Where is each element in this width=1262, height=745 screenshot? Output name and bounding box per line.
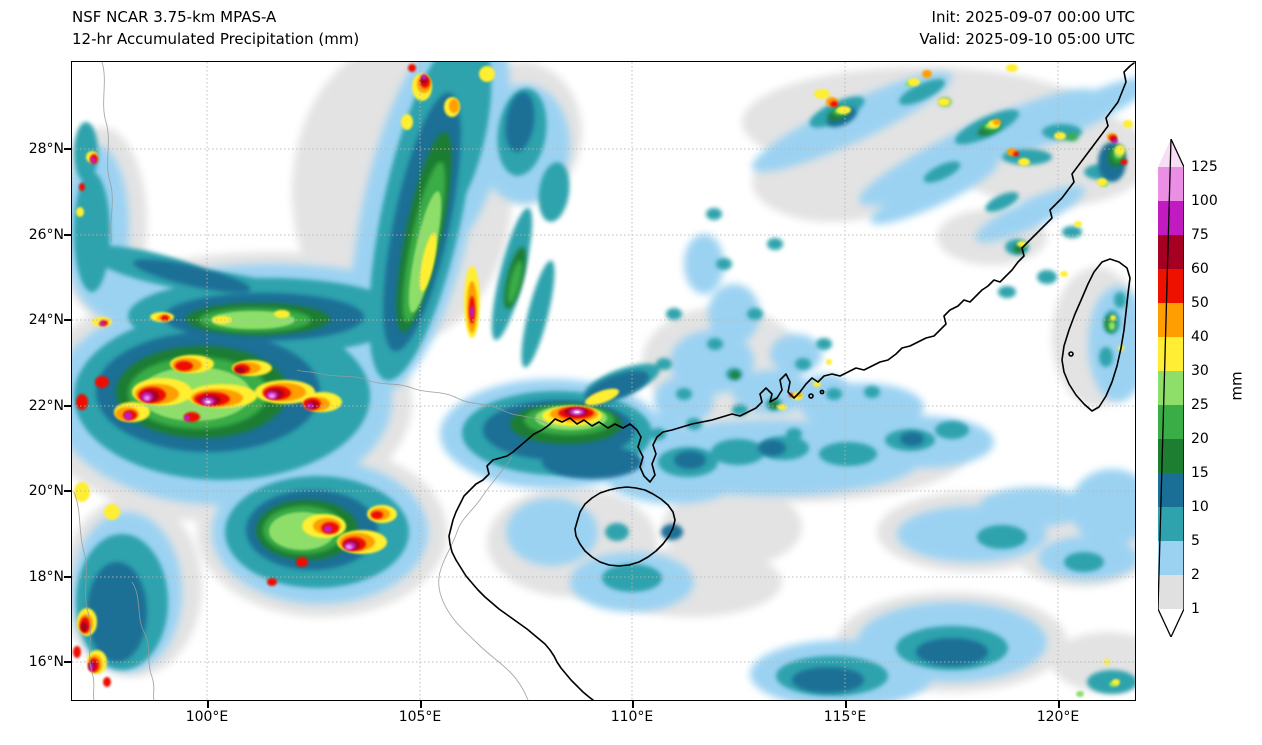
colorbar: 125 100 75 60 50 40 30 25 20 15 10 5 2 1	[1157, 138, 1238, 639]
admin-borders	[73, 62, 550, 700]
colorbar-label: 15	[1191, 465, 1209, 481]
colorbar-label: 1	[1191, 601, 1200, 617]
colorbar-label: 125	[1191, 159, 1218, 175]
colorbar-label: 20	[1191, 431, 1209, 447]
island	[1068, 351, 1074, 357]
precipitation-map	[72, 62, 1135, 700]
colorbar-label: 10	[1191, 499, 1209, 515]
tick-mark	[64, 490, 71, 492]
colorbar-label: 60	[1191, 261, 1209, 277]
lat-tick-label: 22°N	[28, 398, 64, 414]
colorbar-arrow-bottom	[1158, 609, 1184, 637]
tick-mark	[64, 576, 71, 578]
lon-tick-label: 120°E	[1036, 709, 1080, 725]
plot-title: NSF NCAR 3.75-km MPAS-A	[72, 8, 277, 26]
precip-layer-75-100mm	[88, 74, 1118, 671]
lon-tick-label: 100°E	[185, 709, 229, 725]
lat-tick-label: 24°N	[28, 312, 64, 328]
lon-tick-label: 105°E	[398, 709, 442, 725]
lat-tick-label: 26°N	[28, 227, 64, 243]
plot-subtitle: 12-hr Accumulated Precipitation (mm)	[72, 30, 360, 48]
map-frame	[71, 61, 1136, 701]
vietnam-coastline	[448, 424, 594, 700]
lon-tick-label: 115°E	[823, 709, 867, 725]
tick-mark	[64, 148, 71, 150]
lat-tick-label: 20°N	[28, 483, 64, 499]
tick-mark	[64, 234, 71, 236]
tick-mark	[1058, 701, 1060, 708]
lat-tick-label: 16°N	[28, 654, 64, 670]
tick-mark	[64, 319, 71, 321]
init-time: Init: 2025-09-07 00:00 UTC	[931, 8, 1135, 26]
lat-tick-label: 18°N	[28, 569, 64, 585]
run-info-block: Init: 2025-09-07 00:00 UTC Valid: 2025-0…	[919, 6, 1135, 50]
lon-tick-label: 110°E	[610, 709, 654, 725]
title-block: NSF NCAR 3.75-km MPAS-A 12-hr Accumulate…	[72, 6, 359, 50]
island	[808, 393, 814, 399]
colorbar-label: 30	[1191, 363, 1209, 379]
tick-mark	[845, 701, 847, 708]
tick-mark	[632, 701, 634, 708]
tick-mark	[64, 405, 71, 407]
tick-mark	[64, 661, 71, 663]
taiwan-coastline	[1061, 258, 1131, 412]
colorbar-label: 5	[1191, 533, 1200, 549]
colorbar-unit-label: mm	[1227, 371, 1246, 401]
china-coastline	[548, 62, 1135, 483]
colorbar-swatches	[1157, 138, 1185, 639]
coastlines	[448, 62, 1135, 700]
tick-mark	[420, 701, 422, 708]
colorbar-label: 75	[1191, 227, 1209, 243]
colorbar-label: 50	[1191, 295, 1209, 311]
colorbar-label: 100	[1191, 193, 1218, 209]
hainan-coastline	[574, 486, 676, 567]
colorbar-label: 2	[1191, 567, 1200, 583]
valid-time: Valid: 2025-09-10 05:00 UTC	[919, 30, 1135, 48]
tick-mark	[207, 701, 209, 708]
grid-lines	[72, 62, 1135, 700]
island	[819, 389, 825, 395]
lat-tick-label: 28°N	[28, 141, 64, 157]
colorbar-label: 40	[1191, 329, 1209, 345]
colorbar-label: 25	[1191, 397, 1209, 413]
